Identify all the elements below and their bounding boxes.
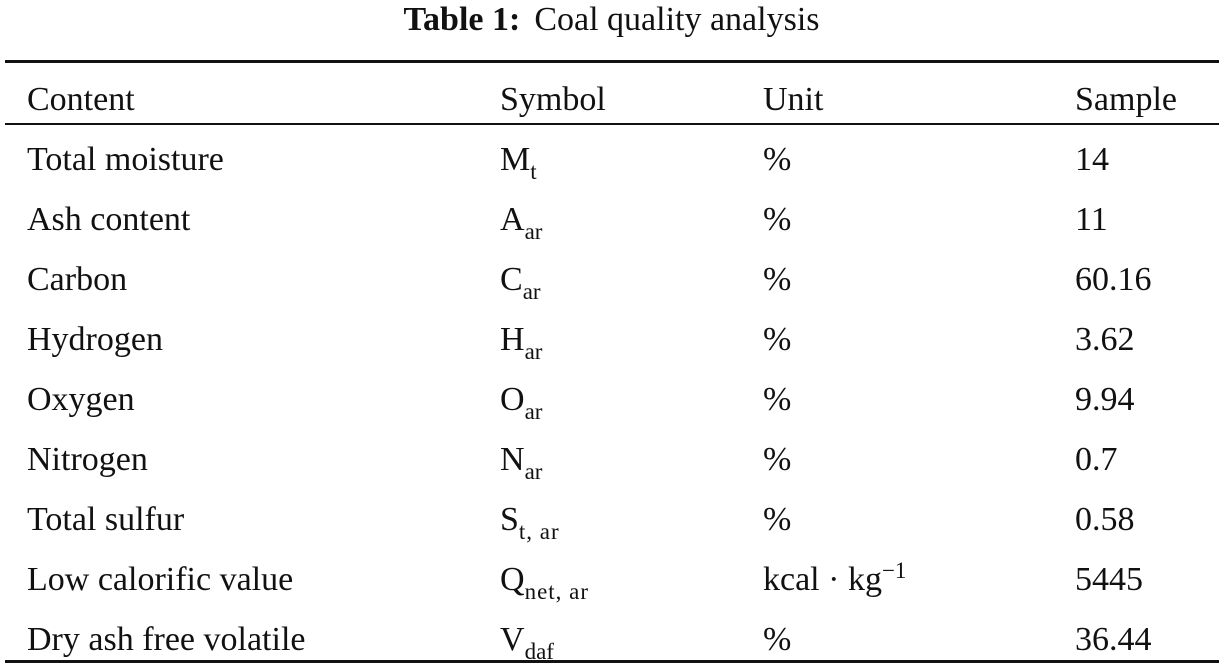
row-content: Total moisture — [27, 141, 224, 178]
table-row: Hydrogen Har % 3.62 — [0, 302, 1223, 363]
symbol-base: Q — [500, 561, 525, 598]
row-content: Carbon — [27, 261, 128, 298]
table-caption: Table 1: Coal quality analysis — [0, 0, 1223, 44]
row-symbol: Qnet, ar — [500, 560, 589, 603]
symbol-base: H — [500, 321, 525, 358]
header-symbol: Symbol — [500, 81, 606, 118]
table-row: Nitrogen Nar % 0.7 — [0, 422, 1223, 483]
row-symbol: Vdaf — [500, 620, 554, 663]
row-unit: kcal · kg−1 — [763, 558, 907, 600]
symbol-base: M — [500, 141, 531, 178]
symbol-base: C — [500, 261, 523, 298]
row-sample: 9.94 — [1075, 381, 1135, 418]
symbol-base: N — [500, 441, 525, 478]
unit-superscript: −1 — [881, 558, 907, 583]
row-symbol: Oar — [500, 380, 542, 423]
row-unit: % — [763, 321, 792, 358]
table-row: Low calorific value Qnet, ar kcal · kg−1… — [0, 542, 1223, 603]
table-row: Dry ash free volatile Vdaf % 36.44 — [0, 602, 1223, 663]
symbol-subscript: ar — [524, 399, 543, 424]
row-unit: % — [763, 201, 792, 238]
row-sample: 3.62 — [1075, 321, 1135, 358]
row-unit: % — [763, 261, 792, 298]
row-unit: % — [763, 441, 792, 478]
row-unit: % — [763, 381, 792, 418]
row-sample: 11 — [1075, 201, 1108, 238]
symbol-base: V — [500, 621, 525, 658]
row-symbol: Aar — [500, 200, 542, 243]
row-content: Nitrogen — [27, 441, 148, 478]
header-content: Content — [27, 81, 135, 118]
row-symbol: Car — [500, 260, 541, 303]
row-content: Ash content — [27, 201, 191, 238]
symbol-subscript: ar — [524, 459, 543, 484]
symbol-base: A — [500, 201, 525, 238]
row-sample: 0.7 — [1075, 441, 1118, 478]
row-sample: 36.44 — [1075, 621, 1152, 658]
table-row: Total sulfur St, ar % 0.58 — [0, 482, 1223, 543]
row-content: Dry ash free volatile — [27, 621, 306, 658]
symbol-base: S — [500, 501, 519, 538]
table-row: Ash content Aar % 11 — [0, 182, 1223, 243]
symbol-subscript: t, ar — [518, 519, 560, 544]
row-unit: % — [763, 501, 792, 538]
table-header-row: Content Symbol Unit Sample — [0, 62, 1223, 122]
symbol-subscript: ar — [524, 219, 543, 244]
row-content: Total sulfur — [27, 501, 185, 538]
unit-base: kcal · kg — [763, 561, 882, 598]
table-row: Carbon Car % 60.16 — [0, 242, 1223, 303]
table-caption-text: Coal quality analysis — [534, 1, 820, 38]
row-content: Oxygen — [27, 381, 135, 418]
table-header-rule — [5, 123, 1219, 125]
symbol-base: O — [500, 381, 525, 418]
table-bottom-rule — [5, 660, 1219, 663]
row-sample: 14 — [1075, 141, 1109, 178]
row-content: Low calorific value — [27, 561, 294, 598]
row-sample: 5445 — [1075, 561, 1143, 598]
row-unit: % — [763, 621, 792, 658]
header-unit: Unit — [763, 81, 824, 118]
row-symbol: Mt — [500, 140, 537, 183]
row-unit: % — [763, 141, 792, 178]
row-symbol: Nar — [500, 440, 542, 483]
symbol-subscript: ar — [524, 339, 543, 364]
row-content: Hydrogen — [27, 321, 163, 358]
header-sample: Sample — [1075, 81, 1177, 118]
row-symbol: St, ar — [500, 500, 560, 543]
symbol-subscript: daf — [524, 639, 554, 664]
row-sample: 60.16 — [1075, 261, 1152, 298]
table-row: Total moisture Mt % 14 — [0, 122, 1223, 183]
table-top-rule — [5, 60, 1219, 63]
row-symbol: Har — [500, 320, 542, 363]
table-caption-label: Table 1: — [403, 1, 521, 38]
table-row: Oxygen Oar % 9.94 — [0, 362, 1223, 423]
symbol-subscript: t — [530, 159, 537, 184]
symbol-subscript: ar — [522, 279, 541, 304]
row-sample: 0.58 — [1075, 501, 1135, 538]
symbol-subscript: net, ar — [524, 579, 590, 604]
